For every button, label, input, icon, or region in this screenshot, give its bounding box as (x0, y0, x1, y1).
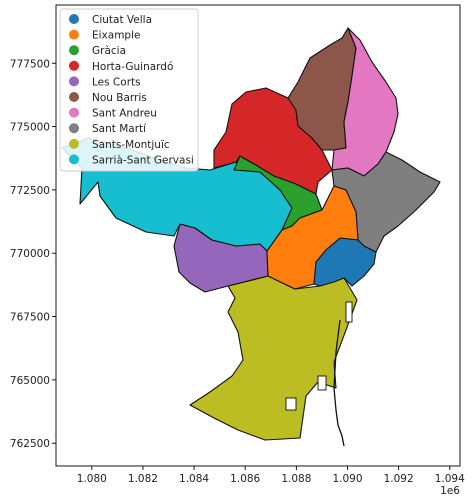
breakwater-line (333, 319, 345, 447)
legend-label: Gràcia (92, 45, 126, 57)
legend-marker (69, 92, 79, 102)
y-tick-label: 765000 (10, 375, 50, 387)
legend-label: Horta-Guinardó (92, 61, 173, 73)
x-tick-label: 1.084 (179, 473, 209, 485)
legend-marker (69, 14, 79, 24)
y-tick-label: 772500 (10, 185, 50, 197)
legend-marker (69, 107, 79, 118)
legend-marker (69, 45, 79, 56)
x-axis: 1.080 1.082 1.084 1.086 1.088 1.090 1.092 1.094 (77, 466, 465, 485)
port-cutout (317, 375, 327, 391)
y-tick-label: 770000 (10, 248, 50, 260)
y-tick-label: 775000 (10, 122, 50, 134)
legend-label: Eixample (92, 30, 140, 42)
legend-label: Sant Andreu (92, 108, 157, 120)
y-tick-label: 767500 (10, 312, 50, 324)
legend-label: Nou Barris (92, 92, 147, 104)
legend: Ciutat Vella Eixample Gràcia Horta-Guinardó… (59, 8, 199, 172)
x-tick-label: 1.088 (281, 473, 311, 485)
legend-label: Ciutat Vella (92, 14, 152, 26)
y-tick-label: 777500 (10, 58, 50, 70)
legend-marker (69, 138, 79, 149)
x-tick-label: 1.082 (128, 473, 158, 485)
district-ciutat-vella (313, 237, 377, 287)
legend-box (59, 8, 199, 172)
legend-marker (69, 60, 79, 71)
coastline-details (285, 301, 353, 447)
legend-marker (69, 76, 79, 87)
y-tick-label: 762500 (10, 438, 50, 450)
axes-frame (55, 4, 461, 467)
districts (61, 27, 441, 441)
x-tick-label: 1.080 (77, 473, 107, 485)
x-axis-offset-label: 1e6 (440, 485, 460, 497)
legend-label: Sant Martí (92, 123, 147, 135)
legend-marker (69, 123, 79, 134)
y-axis: 762500 765000 767500 770000 772500 775000 7775… (10, 58, 56, 450)
legend-marker (69, 29, 79, 40)
port-cutout (285, 397, 297, 411)
legend-label: Sarrià-Sant Gervasi (92, 154, 194, 166)
x-tick-label: 1.086 (230, 473, 260, 485)
x-tick-label: 1.094 (435, 473, 465, 485)
legend-label: Sants-Montjuïc (92, 139, 170, 151)
port-cutout (345, 301, 353, 323)
x-tick-label: 1.090 (332, 473, 362, 485)
x-tick-label: 1.092 (384, 473, 414, 485)
legend-marker (69, 154, 79, 165)
legend-label: Les Corts (92, 76, 141, 88)
